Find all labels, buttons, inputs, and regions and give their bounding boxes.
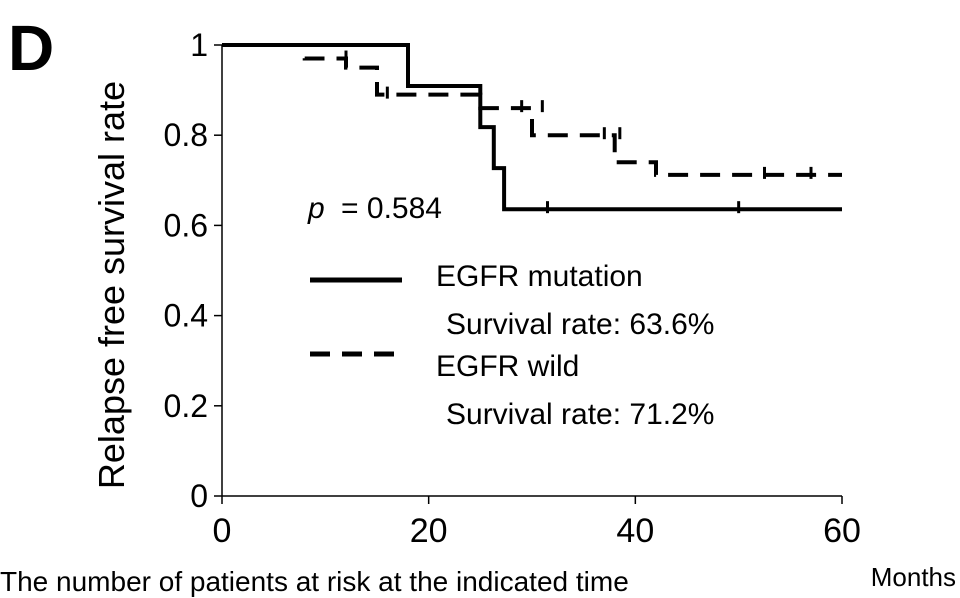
x-tick-label: 60 — [823, 512, 861, 550]
x-tick-label: 0 — [213, 512, 232, 550]
panel-label: D — [8, 12, 54, 84]
p-value-text: = 0.584 — [341, 192, 442, 225]
at-risk-caption: The number of patients at risk at the in… — [0, 566, 629, 597]
y-tick-label: 0.6 — [164, 207, 208, 243]
y-tick-label: 0.2 — [164, 388, 208, 424]
x-tick-label: 40 — [616, 512, 654, 550]
legend-label-mutation: EGFR mutation — [436, 260, 643, 293]
legend: EGFR mutation Survival rate: 63.6% EGFR … — [310, 260, 714, 431]
legend-note-wild: Survival rate: 71.2% — [446, 398, 714, 431]
survival-curves — [222, 43, 842, 214]
p-symbol: p — [307, 192, 325, 225]
p-value-annotation: p = 0.584 — [307, 192, 442, 225]
legend-label-wild: EGFR wild — [436, 350, 579, 383]
x-tick-label: 20 — [410, 512, 448, 550]
curve-mutation — [222, 43, 842, 212]
y-tick-label: 1 — [190, 27, 208, 63]
y-axis-label: Relapse free survival rate — [91, 81, 132, 489]
y-ticks: 0 0.2 0.4 0.6 0.8 1 — [164, 27, 222, 514]
legend-note-mutation: Survival rate: 63.6% — [446, 308, 714, 341]
y-tick-label: 0.8 — [164, 117, 208, 153]
y-tick-label: 0 — [190, 478, 208, 514]
x-ticks: 0 20 40 60 — [213, 496, 861, 550]
curve-wild — [222, 43, 842, 177]
y-tick-label: 0.4 — [164, 298, 208, 334]
x-axis-label: Months — [871, 562, 956, 592]
